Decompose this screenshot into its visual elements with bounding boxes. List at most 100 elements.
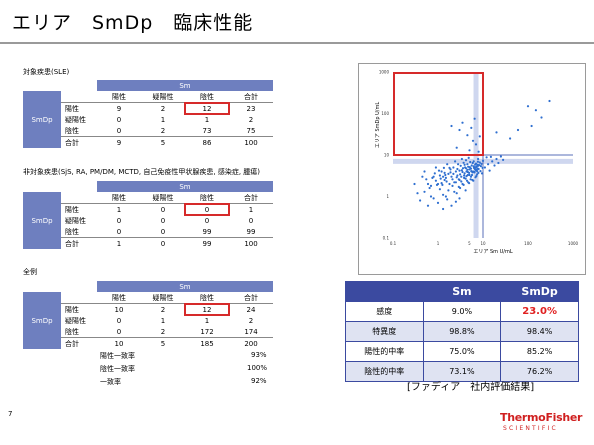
data-point <box>441 183 444 186</box>
table3-cell: 172 <box>200 327 214 336</box>
table3-row-label: 合計 <box>61 337 97 349</box>
data-point <box>534 109 537 112</box>
results-row-label: 感度 <box>345 301 424 322</box>
scatter-chart-frame: 0.1 1 5 10 100 1000 0.1 1 10 100 1000 エリア Sm U/mL … <box>358 63 586 275</box>
table1-col-header: 疑陽性 <box>152 92 174 101</box>
data-point <box>479 170 482 173</box>
table2-col-group: Sm <box>97 181 273 192</box>
data-point <box>456 167 459 171</box>
table3-cell: 1 <box>204 316 210 325</box>
table2-col-header: 合計 <box>244 193 258 202</box>
data-point <box>477 164 480 167</box>
data-point <box>438 174 441 177</box>
data-point <box>488 169 491 172</box>
data-point <box>444 173 447 177</box>
data-point <box>442 175 445 178</box>
table2-col-header: 疑陽性 <box>152 193 174 202</box>
data-point <box>477 150 480 153</box>
data-point <box>440 182 443 185</box>
data-point <box>454 160 457 163</box>
data-point <box>466 168 469 171</box>
data-point <box>413 182 416 186</box>
data-point <box>437 169 441 172</box>
data-point <box>465 175 468 178</box>
table3-col-header: 陽性 <box>112 293 126 302</box>
data-point <box>445 180 448 183</box>
data-point <box>487 163 490 166</box>
data-point <box>436 201 440 204</box>
data-point <box>472 179 475 182</box>
results-cell: 9.0% <box>422 301 502 322</box>
data-point <box>540 116 543 119</box>
y-tick-label: 1 <box>386 194 389 199</box>
data-point <box>425 178 428 181</box>
data-point <box>460 169 463 172</box>
table2-cell: 1 <box>248 205 254 214</box>
data-point <box>471 139 475 142</box>
data-point <box>526 105 530 108</box>
data-point <box>450 204 453 207</box>
data-point <box>468 166 471 169</box>
data-point <box>448 166 451 169</box>
data-point <box>502 158 505 161</box>
results-cell: 75.0% <box>422 341 502 362</box>
results-highlight-cell: 23.0% <box>500 301 579 322</box>
table3-cell: 24 <box>246 305 256 314</box>
data-point <box>454 181 457 184</box>
data-point <box>454 170 457 173</box>
data-point <box>473 117 476 120</box>
data-point <box>469 175 473 178</box>
table2-cell: 0 <box>160 216 166 225</box>
data-point <box>451 178 454 181</box>
table3-cell: 1 <box>160 316 166 325</box>
data-point <box>421 175 424 178</box>
data-point <box>455 192 458 195</box>
data-point <box>476 160 479 163</box>
x-tick-label: 0.1 <box>390 241 397 246</box>
data-point <box>463 172 466 175</box>
title-divider <box>0 42 594 44</box>
data-point <box>474 166 478 169</box>
data-point <box>460 180 463 183</box>
data-point <box>463 174 466 177</box>
data-point <box>446 198 449 201</box>
table2-cell: 0 <box>204 216 210 225</box>
data-point <box>477 171 480 174</box>
data-point <box>458 197 461 200</box>
data-point <box>474 163 477 166</box>
results-cell: 73.1% <box>422 361 502 382</box>
table2-cell: 0 <box>141 237 185 249</box>
data-point <box>461 121 464 124</box>
table1-heading: 対象疾患(SLE) <box>23 68 70 76</box>
table2-cell: 0 <box>160 205 166 214</box>
data-point <box>468 173 471 177</box>
data-point <box>476 170 479 173</box>
table2-cell: 0 <box>116 216 122 225</box>
data-point <box>471 171 474 174</box>
table2-cell: 99 <box>246 227 256 236</box>
table3-cell: 185 <box>185 337 229 349</box>
table3-col-header: 疑陽性 <box>152 293 174 302</box>
table1-cell: 2 <box>160 126 166 135</box>
data-point <box>432 197 435 200</box>
table2-cell: 99 <box>185 237 229 249</box>
table2-row-label: 合計 <box>61 237 97 249</box>
results-col-header: SmDp <box>500 281 579 302</box>
data-point <box>493 164 496 167</box>
data-point <box>443 178 446 182</box>
table2-cell: 0 <box>248 216 254 225</box>
data-point <box>485 156 488 159</box>
table1-row-label: 陰性 <box>65 126 79 135</box>
data-point <box>468 149 471 152</box>
table1: Sm SmDp 陽性 疑陽性 陰性 合計 陽性 9 2 12 23 疑陽性 0 … <box>23 80 273 148</box>
table3-col-group: Sm <box>97 281 273 292</box>
table1-row-label: 合計 <box>61 136 97 148</box>
data-point <box>476 173 479 176</box>
data-point <box>433 172 436 175</box>
data-point <box>426 204 430 207</box>
source-note: [ファディア 社内評価結果] <box>407 382 535 393</box>
data-point <box>431 176 434 179</box>
data-point <box>451 184 454 187</box>
table2-row-label: 疑陽性 <box>65 216 86 225</box>
